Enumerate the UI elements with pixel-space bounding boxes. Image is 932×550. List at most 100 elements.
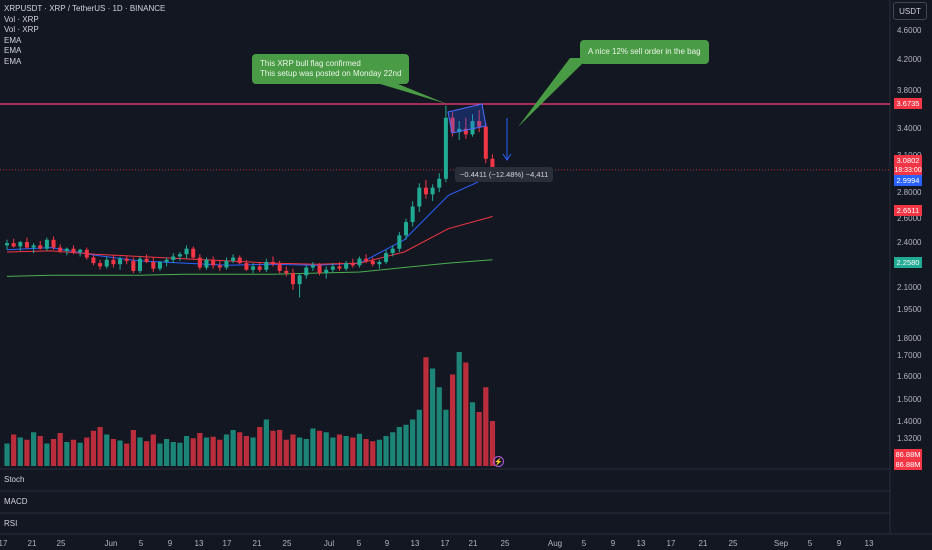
volume-bar (117, 440, 123, 466)
legend-ema-2[interactable]: EMA (4, 46, 22, 55)
volume-bar (263, 419, 269, 466)
price-axis-label: 4.6000 (897, 26, 922, 35)
price-axis-label: 1.7000 (897, 351, 922, 360)
price-axis-label: 1.8000 (897, 334, 922, 343)
time-axis-label: Jul (324, 539, 334, 548)
volume-bar (356, 433, 363, 466)
pane-label-stoch[interactable]: Stoch (4, 475, 25, 484)
volume-bar (57, 433, 63, 466)
currency-unit-button[interactable]: USDT (893, 2, 927, 20)
volume-bar (104, 434, 110, 466)
volume-bar (137, 437, 143, 466)
volume-bar (110, 439, 116, 466)
time-axis-label: 25 (729, 539, 738, 548)
price-tag-countdown: 18:33:00 (894, 165, 922, 176)
price-tag-volume-2: 86.88M (894, 459, 922, 470)
candle (131, 260, 136, 271)
time-axis-label: 25 (57, 539, 66, 548)
symbol-title[interactable]: XRPUSDT · XRP / TetherUS · 1D · BINANCE (4, 4, 166, 13)
volume-bar (150, 434, 156, 466)
candle (177, 254, 182, 257)
volume-bar (290, 434, 296, 466)
candle (104, 259, 109, 267)
candle (138, 258, 142, 271)
candle (191, 248, 196, 258)
volume-bar (350, 437, 356, 466)
candle (344, 263, 349, 269)
volume-bar (403, 424, 409, 466)
candle (277, 264, 282, 271)
price-axis-label: 3.8000 (897, 86, 922, 95)
candle (430, 187, 435, 195)
candle (11, 243, 16, 247)
volume-bar (230, 430, 236, 466)
candle (410, 206, 415, 223)
candle (423, 187, 428, 195)
candle (71, 248, 76, 253)
volume-bar (70, 439, 77, 466)
candle (290, 273, 295, 285)
time-axis-label: Aug (548, 539, 562, 548)
volume-bar (469, 402, 476, 466)
volume-bar (336, 434, 343, 466)
candle (184, 248, 189, 255)
chart-legend: XRPUSDT · XRP / TetherUS · 1D · BINANCE … (4, 4, 165, 67)
time-axis-label: 9 (385, 539, 390, 548)
candle (477, 121, 482, 127)
volume-bar (50, 439, 57, 466)
lightning-icon[interactable]: ⚡ (493, 456, 504, 467)
candle (64, 248, 69, 251)
candle (450, 117, 455, 133)
candle (457, 128, 462, 133)
candle (310, 265, 315, 268)
callout-bull-flag-pointer (380, 84, 447, 104)
candle (264, 262, 269, 270)
volume-bar (223, 434, 230, 466)
candle (257, 266, 262, 270)
measure-label: −0.4411 (−12.48%) −4,411 (455, 167, 554, 182)
volume-bar (270, 430, 276, 466)
volume-bar (310, 428, 316, 466)
candle (124, 258, 129, 261)
legend-ema-1[interactable]: EMA (4, 35, 22, 45)
legend-ema-3[interactable]: EMA (4, 56, 22, 66)
candle (44, 239, 49, 249)
candle (197, 257, 202, 268)
callout-bull-flag-line-1: This XRP bull flag confirmed (260, 59, 361, 68)
time-axis-label: 13 (865, 539, 874, 548)
candle (337, 266, 342, 269)
candle (91, 257, 96, 264)
pane-label-macd[interactable]: MACD (4, 497, 28, 506)
candle (111, 259, 116, 265)
legend-volume-2[interactable]: Vol · XRP (4, 25, 39, 34)
legend-volume-1[interactable]: Vol · XRP (4, 14, 39, 24)
candle (18, 242, 23, 247)
volume-bar (303, 439, 309, 466)
callout-sell-order-text: A nice 12% sell order in the bag (588, 47, 701, 56)
measure-arrow-head (502, 153, 512, 161)
volume-bar (250, 437, 256, 466)
price-tag-last: 3.0802 (894, 155, 922, 166)
pane-label-rsi[interactable]: RSI (4, 519, 18, 528)
candle (350, 263, 355, 266)
volume-bar (423, 357, 429, 466)
candle (483, 126, 488, 159)
candle (24, 242, 29, 248)
volume-bar (363, 439, 369, 466)
price-axis-label: 1.9500 (897, 305, 922, 314)
time-axis-label: 21 (469, 539, 478, 548)
volume-bar (24, 439, 30, 466)
callout-sell-order[interactable]: A nice 12% sell order in the bag (580, 40, 709, 64)
candle (151, 262, 156, 269)
volume-bar (237, 432, 243, 466)
time-axis-label: 9 (611, 539, 616, 548)
volume-bar (390, 432, 396, 466)
volume-bar (190, 438, 196, 466)
volume-bar (476, 412, 482, 466)
time-axis-label: 17 (441, 539, 450, 548)
time-axis-label: 9 (837, 539, 842, 548)
price-axis-label: 1.5000 (897, 395, 922, 404)
callout-bull-flag[interactable]: This XRP bull flag confirmed This setup … (252, 54, 410, 84)
time-axis-label: 5 (139, 539, 144, 548)
